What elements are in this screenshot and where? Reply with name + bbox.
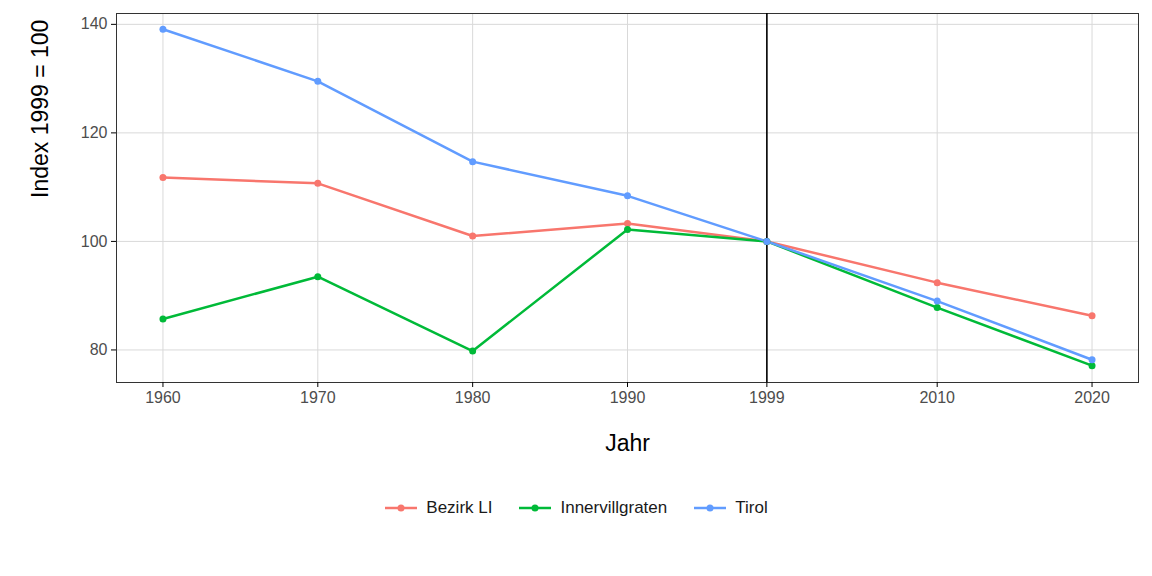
svg-text:140: 140 [81,15,108,32]
svg-text:1990: 1990 [610,389,646,406]
svg-text:120: 120 [81,124,108,141]
html-text:Bezirk LI: Bezirk LI [426,498,493,517]
svg-text:2020: 2020 [1074,389,1110,406]
svg-text:1999: 1999 [749,389,785,406]
svg-text:80: 80 [90,341,108,358]
svg-text:Jahr: Jahr [605,430,650,456]
svg-text:Index 1999 = 100: Index 1999 = 100 [27,20,53,198]
svg-text:1980: 1980 [455,389,491,406]
svg-text:2010: 2010 [919,389,955,406]
html-text:Innervillgraten: Innervillgraten [560,498,668,517]
svg-text:1970: 1970 [300,389,336,406]
svg-text:100: 100 [81,233,108,250]
html-text:Tirol: Tirol [735,498,768,517]
svg-text:1960: 1960 [145,389,181,406]
